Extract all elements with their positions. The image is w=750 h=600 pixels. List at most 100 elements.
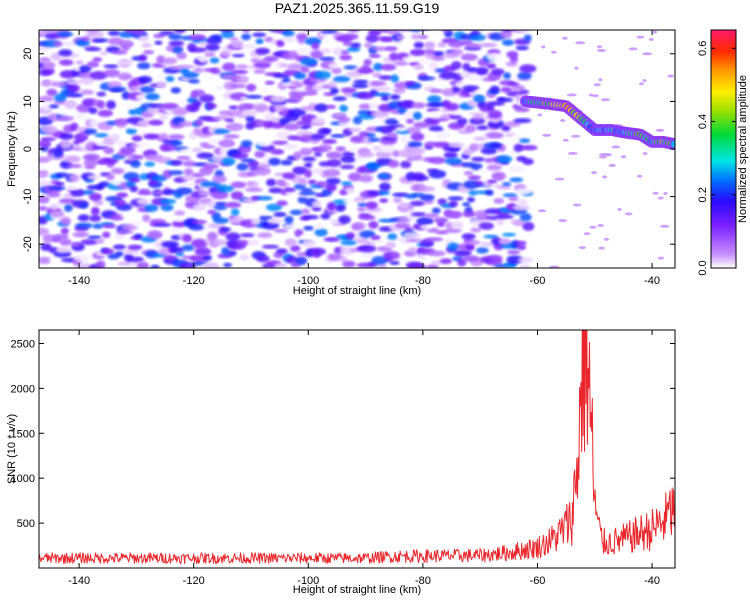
spectrogram-noise-cell [228,105,239,110]
spectrogram-noise-cell [451,61,462,70]
spectrogram-noise-cell [224,167,238,173]
spectrogram-noise-cell [132,30,145,35]
spectrogram-noise-cell [480,242,495,247]
spectrogram-noise-cell [468,175,481,181]
spectrogram-noise-cell [589,225,597,229]
spectrogram-noise-cell [57,31,74,37]
spectrogram-noise-cell [357,206,366,212]
spectrogram-noise-cell [308,247,327,256]
spectrogram-noise-cell [223,262,233,268]
spectrogram-noise-cell [399,135,410,144]
spectrogram-noise-cell [140,86,156,94]
spectrogram-noise-cell [259,86,270,95]
spectrogram-noise-cell [462,85,480,92]
spectrogram-noise-cell [288,50,299,58]
spectrogram-noise-cell [311,163,322,169]
spectrogram-noise-cell [611,145,621,149]
spectrogram-noise-cell [538,209,547,213]
spectrogram-noise-cell [384,46,398,52]
spectrogram-noise-cell [49,104,59,109]
spectrogram-noise-cell [96,91,107,97]
spectrogram-noise-cell [549,265,560,268]
spectrogram-noise-cell [162,189,178,195]
spectrogram-noise-cell [66,23,77,29]
spectrogram-noise-cell [474,210,488,219]
spectrogram-noise-cell [284,238,297,247]
spectrogram-noise-cell [58,198,76,204]
spectrogram-noise-cell [58,49,73,57]
spectrogram-noise-cell [39,256,52,265]
spectrogram-noise-cell [133,233,143,240]
spectrogram-noise-cell [473,136,487,141]
spectrogram-noise-cell [207,223,226,229]
spectrogram-noise-cell [255,38,264,45]
spectrogram-noise-cell [378,75,393,81]
spectrogram-noise-cell [109,86,127,93]
spectrogram-noise-cell [60,140,72,149]
spectrogram-noise-cell [145,93,160,101]
spectrogram-noise-cell [341,33,359,40]
spectrogram-noise-cell [463,170,474,176]
spectrogram-noise-cell [130,160,142,168]
spectrogram-noise-cell [93,199,104,206]
spectrogram-noise-cell [241,33,252,41]
spectrogram-noise-cell [87,235,102,240]
spectrogram-noise-cell [182,160,196,167]
spectrogram-noise-cell [158,113,168,121]
spectrogram-noise-cell [517,257,534,264]
spectrogram-noise-cell [583,232,591,236]
spectrogram-noise-cell [358,174,373,183]
spectrogram-noise-cell [448,142,466,149]
spectrogram-noise-cell [77,214,90,222]
spectrogram-noise-cell [512,134,524,140]
spectrogram-noise-cell [104,157,119,164]
spectrogram-noise-cell [389,260,400,265]
spectrogram-noise-cell [66,186,80,191]
spectrogram-noise-cell [448,39,464,48]
spectrogram-noise-cell [284,143,298,150]
spectrogram-noise-cell [358,151,375,158]
spectrogram-noise-cell [224,201,242,208]
spectrogram-noise-cell [371,255,388,265]
spectrogram-noise-cell [156,55,166,64]
spectrogram-noise-cell [199,142,210,148]
spectrogram-noise-cell [491,68,505,76]
spectrogram-noise-cell [370,235,381,240]
spectrogram-noise-cell [503,72,512,80]
spectrogram-noise-cell [89,71,108,80]
spectrogram-noise-cell [365,34,379,43]
spectrogram-noise-cell [412,172,426,181]
spectrogram-noise-cell [403,232,421,239]
snr-frame [38,329,676,569]
spectrogram-noise-cell [94,133,109,138]
spectrogram-noise-cell [149,103,165,108]
spectrogram-noise-cell [213,204,228,211]
spectrogram-noise-cell [362,25,375,29]
spectrogram-noise-cell [335,203,346,212]
spectrogram-noise-cell [179,148,196,155]
spectrogram-noise-cell [102,231,111,239]
spectrogram-noise-cell [172,46,183,54]
spectrogram-noise-cell [313,151,323,157]
spectrogram-noise-cell [234,21,246,30]
spectrogram-noise-cell [513,118,532,124]
spectrogram-x-label: Height of straight line (km) [293,285,421,297]
spectrogram-noise-cell [510,85,526,91]
spectrogram-noise-cell [254,150,266,158]
spectrogram-noise-cell [191,219,208,225]
spectrogram-noise-cell [229,83,247,89]
spectrogram-noise-cell [479,30,484,31]
spectrogram-noise-cell [88,192,102,202]
spectrogram-noise-cell [591,171,597,175]
spectrogram-noise-cell [470,163,483,171]
spectrogram-noise-cell [418,186,436,192]
spectrogram-noise-cell [51,234,69,241]
spectrogram-noise-cell [55,172,69,178]
spectrogram-noise-cell [340,155,356,164]
spectrogram-noise-cell [448,200,459,208]
spectrogram-noise-cell [183,168,194,177]
spectrogram-noise-cell [476,125,489,131]
spectrogram-noise-cell [445,22,458,26]
spectrogram-noise-cell [264,36,274,43]
spectrogram-noise-cell [52,81,69,87]
